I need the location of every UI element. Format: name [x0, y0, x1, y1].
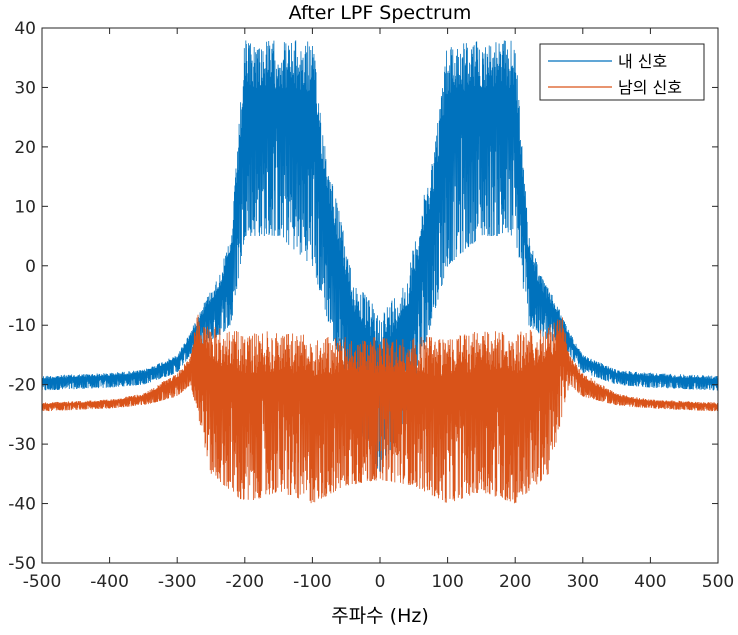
legend-box — [539, 43, 705, 101]
x-axis-label: 주파수 (Hz) — [331, 605, 429, 627]
x-tick-label: -200 — [226, 572, 265, 592]
y-tick-label: 30 — [14, 78, 36, 98]
ticks-layer: -500 -400 -300 -200 -100 0 100 200 300 400 500-50-… — [8, 19, 734, 592]
x-tick-label: -400 — [90, 572, 129, 592]
series-line-2 — [42, 314, 718, 504]
y-tick-label: -40 — [8, 495, 36, 515]
y-tick-label: 20 — [14, 138, 36, 158]
y-tick-label: -20 — [8, 376, 36, 396]
x-tick-label: -300 — [158, 572, 197, 592]
x-tick-label: 400 — [634, 572, 666, 592]
x-tick-label: -100 — [293, 572, 332, 592]
x-tick-label: -500 — [23, 572, 62, 592]
y-tick-label: 10 — [14, 197, 36, 217]
x-tick-label: 500 — [702, 572, 734, 592]
x-tick-label: 0 — [375, 572, 386, 592]
x-tick-label: 100 — [431, 572, 463, 592]
y-tick-label: -50 — [8, 554, 36, 574]
y-tick-label: -10 — [8, 316, 36, 336]
y-tick-label: -30 — [8, 435, 36, 455]
y-tick-label: 0 — [25, 257, 36, 277]
legend: 내 신호 남의 신호 — [539, 43, 705, 101]
series-layer — [42, 40, 718, 504]
legend-label-series-2: 남의 신호 — [618, 78, 682, 97]
x-tick-label: 200 — [499, 572, 531, 592]
chart-title: After LPF Spectrum — [289, 2, 472, 24]
legend-label-series-1: 내 신호 — [618, 52, 667, 71]
x-tick-label: 300 — [567, 572, 599, 592]
y-tick-label: 40 — [14, 19, 36, 39]
plot-frame — [41, 27, 719, 564]
